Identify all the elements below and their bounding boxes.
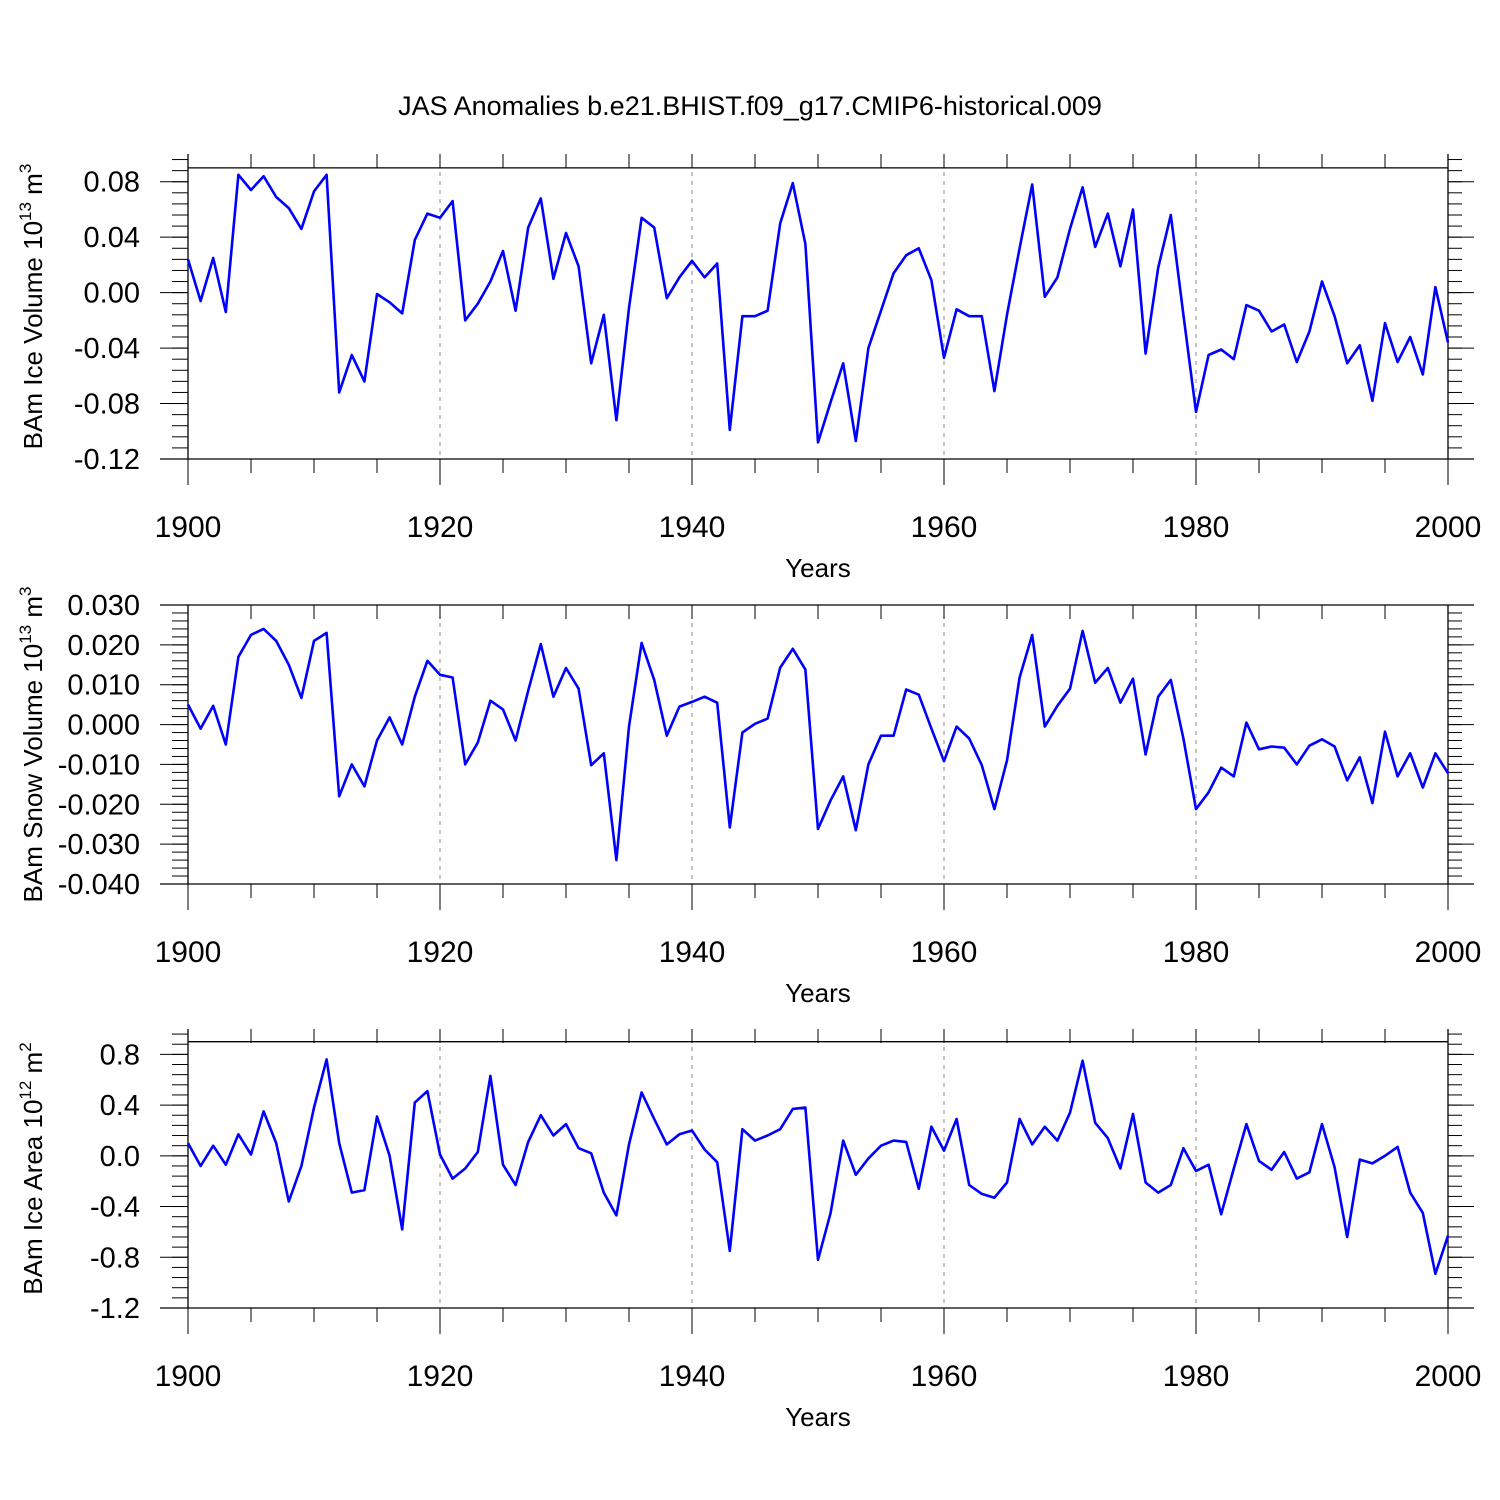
x-tick-label: 1960: [911, 936, 978, 969]
x-tick-label: 1980: [1163, 511, 1230, 544]
snow-volume-series-line: [186, 627, 1450, 862]
x-tick-label: 1920: [407, 511, 474, 544]
x-axis-title: Years: [785, 978, 851, 1008]
ice-volume-panel: -0.12 -0.08 -0.04 0.00 0.04 0.08 1900 1920 1940 1…: [16, 154, 1481, 583]
x-tick-label: 1940: [659, 1360, 726, 1393]
x-tick-label: 1980: [1163, 1360, 1230, 1393]
y-tick-label: 0.4: [100, 1090, 140, 1122]
x-tick-label: 2000: [1415, 936, 1482, 969]
x-axis-title: Years: [785, 1402, 851, 1432]
x-tick-label: 1960: [911, 1360, 978, 1393]
y-tick-label: 0.08: [84, 167, 140, 199]
x-tick-label: 2000: [1415, 1360, 1482, 1393]
y-tick-label: 0.010: [67, 670, 140, 702]
x-tick-label: 1900: [155, 511, 222, 544]
y-axis-title: BAm Ice Area 1012 m2: [16, 1042, 48, 1294]
y-tick-label: -0.010: [58, 749, 140, 781]
y-tick-label: -0.020: [58, 789, 140, 821]
y-tick-label: 0.030: [67, 590, 140, 622]
y-tick-label: 0.00: [84, 278, 140, 310]
y-tick-label: -1.2: [90, 1293, 140, 1325]
x-tick-label: 1940: [659, 511, 726, 544]
x-tick-label: 1940: [659, 936, 726, 969]
ice-volume-series-line: [186, 173, 1450, 444]
x-tick-label: 1920: [407, 936, 474, 969]
x-tick-label: 1960: [911, 511, 978, 544]
y-tick-label: -0.8: [90, 1242, 140, 1274]
y-tick-label: -0.030: [58, 829, 140, 861]
x-tick-label: 1980: [1163, 936, 1230, 969]
y-tick-label: 0.000: [67, 710, 140, 742]
chart-title: JAS Anomalies b.e21.BHIST.f09_g17.CMIP6-…: [398, 91, 1102, 121]
ice-area-series-line: [186, 1058, 1450, 1276]
ice-area-panel: -1.2 -0.8 -0.4 0.0 0.4 0.8 1900 1920 1940 1960 198…: [16, 1029, 1481, 1432]
y-tick-label: -0.08: [74, 389, 140, 421]
y-tick-label: -0.4: [90, 1192, 140, 1224]
y-axis-title: BAm Ice Volume 1013 m3: [16, 164, 48, 450]
x-tick-label: 1900: [155, 1360, 222, 1393]
y-tick-label: 0.020: [67, 630, 140, 662]
y-tick-label: -0.12: [74, 444, 140, 476]
y-axis-title: BAm Snow Volume 1013 m3: [16, 587, 48, 903]
y-tick-label: -0.04: [74, 333, 140, 365]
snow-volume-panel: -0.040 -0.030 -0.020 -0.010 0.000 0.010 0.020 0…: [16, 587, 1481, 1008]
y-tick-label: 0.0: [100, 1141, 140, 1173]
x-tick-label: 2000: [1415, 511, 1482, 544]
x-tick-label: 1900: [155, 936, 222, 969]
y-tick-label: 0.04: [84, 222, 140, 254]
x-axis-title: Years: [785, 553, 851, 583]
x-tick-label: 1920: [407, 1360, 474, 1393]
y-tick-label: 0.8: [100, 1039, 140, 1071]
y-tick-label: -0.040: [58, 869, 140, 901]
